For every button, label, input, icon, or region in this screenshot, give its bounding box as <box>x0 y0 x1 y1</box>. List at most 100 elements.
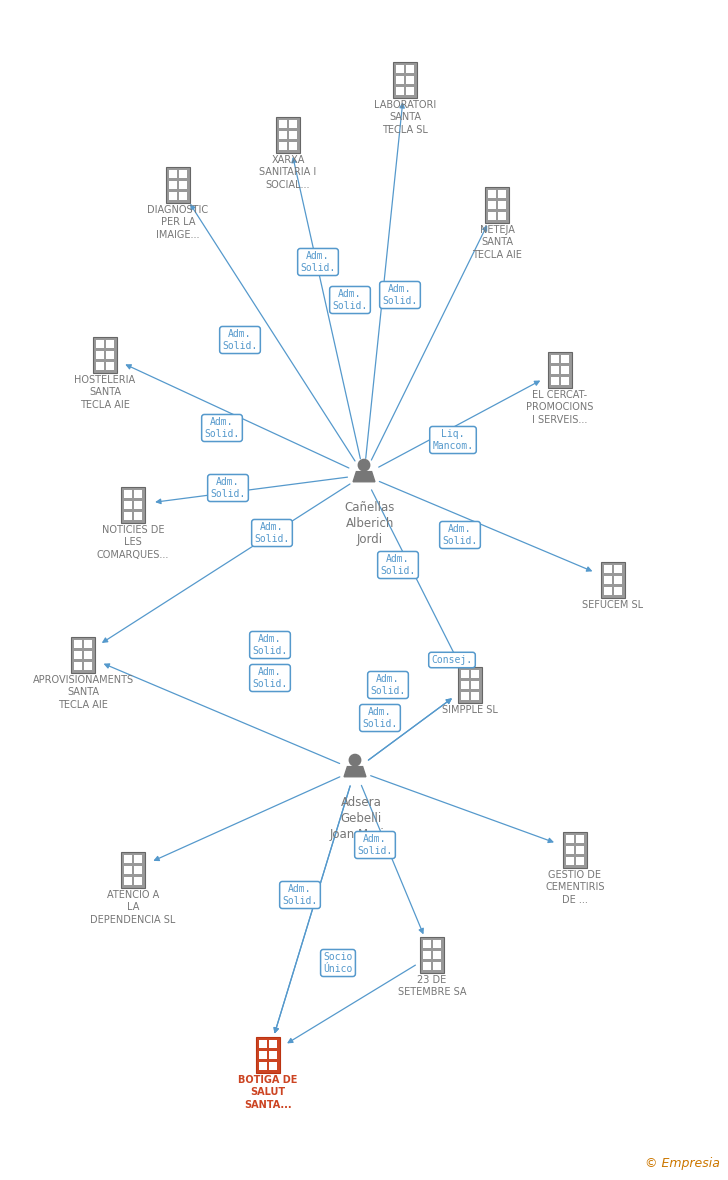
FancyBboxPatch shape <box>396 65 403 73</box>
Text: NETEJA
SANTA
TECLA AIE: NETEJA SANTA TECLA AIE <box>472 225 522 260</box>
FancyBboxPatch shape <box>169 170 177 178</box>
FancyBboxPatch shape <box>279 131 287 139</box>
FancyBboxPatch shape <box>135 877 142 885</box>
FancyBboxPatch shape <box>135 854 142 863</box>
FancyBboxPatch shape <box>601 562 625 598</box>
Text: Adm.
Solid.: Adm. Solid. <box>253 634 288 656</box>
FancyBboxPatch shape <box>290 142 297 150</box>
Text: DIAGNOSTIC
PER LA
IMAIGE...: DIAGNOSTIC PER LA IMAIGE... <box>148 205 208 240</box>
FancyBboxPatch shape <box>169 181 177 189</box>
FancyBboxPatch shape <box>485 186 509 223</box>
Text: Cañellas
Alberich
Jordi: Cañellas Alberich Jordi <box>345 502 395 546</box>
FancyBboxPatch shape <box>499 201 506 209</box>
FancyBboxPatch shape <box>124 490 132 498</box>
FancyBboxPatch shape <box>406 76 414 84</box>
Text: Adm.
Solid.: Adm. Solid. <box>301 251 336 273</box>
FancyBboxPatch shape <box>290 119 297 127</box>
FancyBboxPatch shape <box>135 500 142 509</box>
FancyBboxPatch shape <box>135 866 142 874</box>
FancyBboxPatch shape <box>458 667 482 703</box>
Text: Consej.: Consej. <box>432 655 472 666</box>
FancyBboxPatch shape <box>488 201 496 209</box>
Text: ATENCIO A
LA
DEPENDENCIA SL: ATENCIO A LA DEPENDENCIA SL <box>90 890 175 925</box>
FancyBboxPatch shape <box>121 852 145 889</box>
FancyBboxPatch shape <box>269 1062 277 1070</box>
Text: Adm.
Solid.: Adm. Solid. <box>254 523 290 544</box>
FancyBboxPatch shape <box>472 670 479 678</box>
FancyBboxPatch shape <box>259 1040 266 1048</box>
FancyBboxPatch shape <box>393 61 417 98</box>
Text: SIMPPLE SL: SIMPPLE SL <box>442 704 498 715</box>
FancyBboxPatch shape <box>433 951 441 959</box>
Text: Socio
Único: Socio Único <box>323 952 352 974</box>
FancyBboxPatch shape <box>433 939 441 948</box>
FancyBboxPatch shape <box>577 834 584 843</box>
FancyBboxPatch shape <box>169 192 177 201</box>
FancyBboxPatch shape <box>124 866 132 874</box>
FancyBboxPatch shape <box>84 640 92 648</box>
FancyBboxPatch shape <box>74 640 82 648</box>
FancyBboxPatch shape <box>423 939 430 948</box>
FancyBboxPatch shape <box>566 857 574 865</box>
FancyBboxPatch shape <box>604 586 612 595</box>
FancyBboxPatch shape <box>74 651 82 660</box>
FancyBboxPatch shape <box>614 565 622 573</box>
Text: Adm.
Solid.: Adm. Solid. <box>371 674 405 696</box>
FancyBboxPatch shape <box>179 170 187 178</box>
FancyBboxPatch shape <box>577 857 584 865</box>
FancyBboxPatch shape <box>488 190 496 198</box>
FancyBboxPatch shape <box>499 212 506 221</box>
FancyBboxPatch shape <box>396 87 403 96</box>
Text: SEFUCEM SL: SEFUCEM SL <box>582 599 644 610</box>
FancyBboxPatch shape <box>256 1037 280 1073</box>
FancyBboxPatch shape <box>548 352 572 388</box>
FancyBboxPatch shape <box>84 662 92 670</box>
Text: NOTICIES DE
LES
COMARQUES...: NOTICIES DE LES COMARQUES... <box>97 525 169 559</box>
Text: GESTIO DE
CEMENTIRIS
DE ...: GESTIO DE CEMENTIRIS DE ... <box>545 870 605 905</box>
FancyBboxPatch shape <box>135 490 142 498</box>
Text: Adm.
Solid.: Adm. Solid. <box>222 329 258 350</box>
Text: HOSTELERIA
SANTA
TECLA AIE: HOSTELERIA SANTA TECLA AIE <box>74 375 135 409</box>
FancyBboxPatch shape <box>406 65 414 73</box>
FancyBboxPatch shape <box>279 119 287 127</box>
FancyBboxPatch shape <box>604 565 612 573</box>
FancyBboxPatch shape <box>577 846 584 854</box>
Text: Adsera
Gebelli
Joan Maria: Adsera Gebelli Joan Maria <box>330 796 392 841</box>
Circle shape <box>358 459 370 471</box>
Text: Adm.
Solid.: Adm. Solid. <box>333 289 368 310</box>
FancyBboxPatch shape <box>179 181 187 189</box>
FancyBboxPatch shape <box>563 832 587 868</box>
FancyBboxPatch shape <box>71 637 95 674</box>
FancyBboxPatch shape <box>93 336 117 373</box>
Text: 23 DE
SETEMBRE SA: 23 DE SETEMBRE SA <box>397 975 466 997</box>
FancyBboxPatch shape <box>566 834 574 843</box>
FancyBboxPatch shape <box>566 846 574 854</box>
Text: Adm.
Solid.: Adm. Solid. <box>382 284 418 306</box>
Text: Adm.
Solid.: Adm. Solid. <box>357 834 392 856</box>
Text: © Empresia: © Empresia <box>645 1158 720 1171</box>
FancyBboxPatch shape <box>472 681 479 689</box>
FancyBboxPatch shape <box>461 691 469 700</box>
Text: Adm.
Solid.: Adm. Solid. <box>210 477 245 499</box>
Text: EL CERCAT-
PROMOCIONS
I SERVEIS...: EL CERCAT- PROMOCIONS I SERVEIS... <box>526 391 594 425</box>
FancyBboxPatch shape <box>420 937 444 974</box>
FancyBboxPatch shape <box>121 487 145 523</box>
Text: Adm.
Solid.: Adm. Solid. <box>363 707 397 729</box>
FancyBboxPatch shape <box>614 586 622 595</box>
FancyBboxPatch shape <box>74 662 82 670</box>
FancyBboxPatch shape <box>604 576 612 584</box>
Polygon shape <box>353 472 375 481</box>
FancyBboxPatch shape <box>135 512 142 520</box>
FancyBboxPatch shape <box>461 670 469 678</box>
Text: Liq.
Mancom.: Liq. Mancom. <box>432 430 473 451</box>
FancyBboxPatch shape <box>561 366 569 374</box>
FancyBboxPatch shape <box>396 76 403 84</box>
FancyBboxPatch shape <box>551 355 558 363</box>
Text: LABORATORI
SANTA
TECLA SL: LABORATORI SANTA TECLA SL <box>374 100 436 135</box>
Text: Adm.
Solid.: Adm. Solid. <box>253 667 288 689</box>
Text: XARXA
SANITARIA I
SOCIAL...: XARXA SANITARIA I SOCIAL... <box>259 155 317 190</box>
FancyBboxPatch shape <box>561 378 569 386</box>
FancyBboxPatch shape <box>259 1051 266 1060</box>
FancyBboxPatch shape <box>561 355 569 363</box>
FancyBboxPatch shape <box>166 166 190 203</box>
